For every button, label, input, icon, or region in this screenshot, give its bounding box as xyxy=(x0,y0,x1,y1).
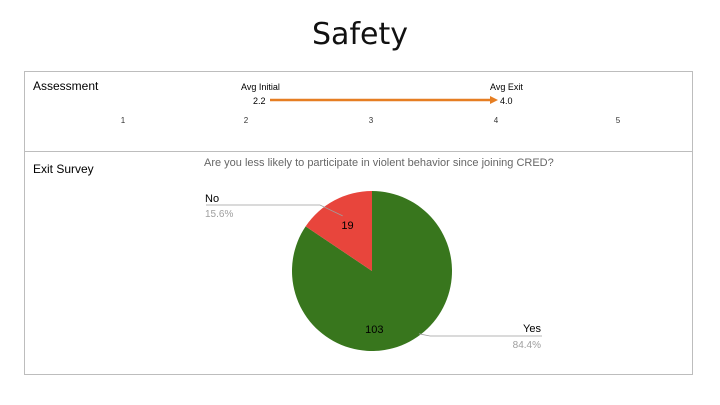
leader-line-no xyxy=(206,204,343,217)
assessment-label: Assessment xyxy=(33,79,99,93)
avg-initial-value: 2.2 xyxy=(253,96,266,106)
scale-tick-2: 2 xyxy=(243,116,249,125)
avg-initial-label: Avg Initial xyxy=(241,82,280,92)
slice-value-no: 19 xyxy=(341,220,353,232)
scale-tick-1: 1 xyxy=(120,116,126,125)
progress-arrow-head xyxy=(490,96,498,104)
chart-title: Are you less likely to participate in vi… xyxy=(204,157,554,169)
avg-exit-value: 4.0 xyxy=(500,96,513,106)
exit-survey-label: Exit Survey xyxy=(33,162,94,176)
pie-chart: 19 103 No 15.6% Yes 84.4% xyxy=(205,191,542,351)
leader-line-yes xyxy=(418,333,542,337)
scale-tick-4: 4 xyxy=(493,116,499,125)
scale-tick-5: 5 xyxy=(615,116,621,125)
slice-label-yes: Yes xyxy=(523,323,541,335)
scale-tick-3: 3 xyxy=(368,116,374,125)
pie-slice-no xyxy=(305,191,372,271)
slice-label-no: No xyxy=(205,193,219,205)
page-title: Safety xyxy=(312,17,408,52)
slice-value-yes: 103 xyxy=(365,324,383,336)
slice-percent-no: 15.6% xyxy=(205,209,233,220)
section-divider xyxy=(24,151,693,152)
slice-percent-yes: 84.4% xyxy=(513,340,541,351)
avg-exit-label: Avg Exit xyxy=(490,82,523,92)
